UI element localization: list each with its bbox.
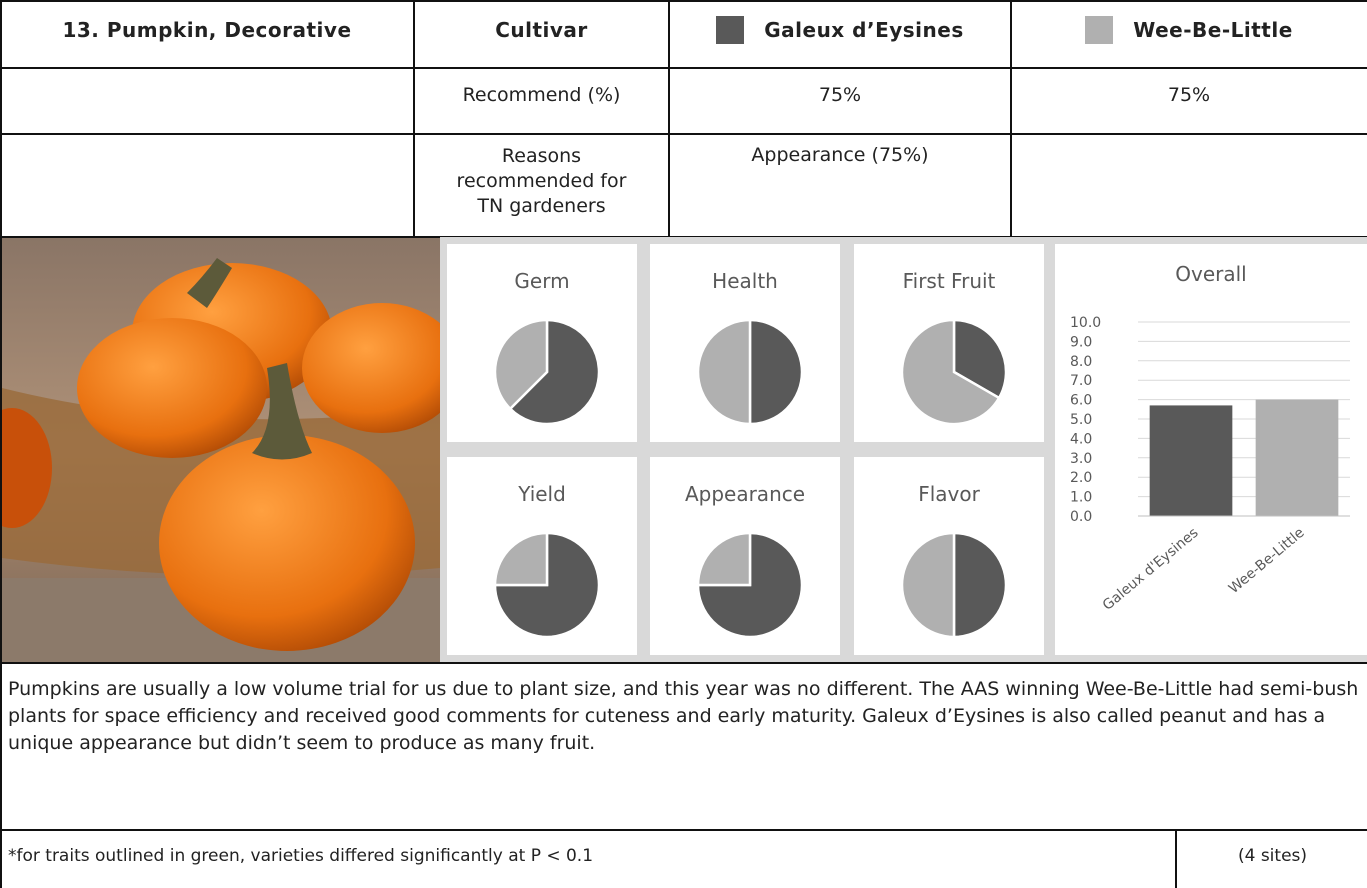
chart-title: Overall [1175,262,1246,286]
cultivar-header: Wee-Be-Little [1011,0,1367,68]
y-tick-label: 2.0 [1070,470,1092,486]
chart-panel: Germ Health First Fruit Yield Appearance Flav… [440,237,1367,662]
footnote: *for traits outlined in green, varieties… [8,846,593,866]
cell: 75% [1011,68,1367,134]
cultivar-name: Galeux d’Eysines [764,18,964,42]
y-tick-label: 8.0 [1070,354,1092,370]
chart-title: First Fruit [903,269,996,293]
chart-title: Germ [514,269,569,293]
page: {"table": { "header": {"title": "13. Pum… [0,0,1367,888]
column-label: Cultivar [414,0,669,68]
y-tick-label: 0.0 [1070,509,1092,525]
legend-swatch [716,16,744,44]
description: Pumpkins are usually a low volume trial … [0,664,1367,769]
row-label: Reasons recommended for TN gardeners [414,134,669,237]
y-tick-label: 1.0 [1070,490,1092,506]
legend-swatch [1085,16,1113,44]
y-tick-label: 7.0 [1070,373,1092,389]
chart-title: Yield [517,482,566,506]
bar [1256,400,1339,516]
y-tick-label: 5.0 [1070,412,1092,428]
cell: Appearance (75%) [669,134,1011,237]
cultivar-name: Wee-Be-Little [1133,18,1293,42]
chart-title: Flavor [918,482,980,506]
row-label: Recommend (%) [414,68,669,134]
chart-title: Appearance [685,482,805,506]
y-tick-label: 10.0 [1070,315,1101,331]
chart-title: Health [712,269,778,293]
y-tick-label: 4.0 [1070,431,1092,447]
cell: 75% [669,68,1011,134]
y-tick-label: 6.0 [1070,393,1092,409]
y-tick-label: 3.0 [1070,451,1092,467]
y-tick-label: 9.0 [1070,334,1092,350]
pumpkin-photo [2,238,440,662]
bar [1150,405,1233,516]
sites: (4 sites) [1178,846,1367,866]
cultivar-header: Galeux d’Eysines [669,0,1011,68]
table-title: 13. Pumpkin, Decorative [0,0,414,68]
